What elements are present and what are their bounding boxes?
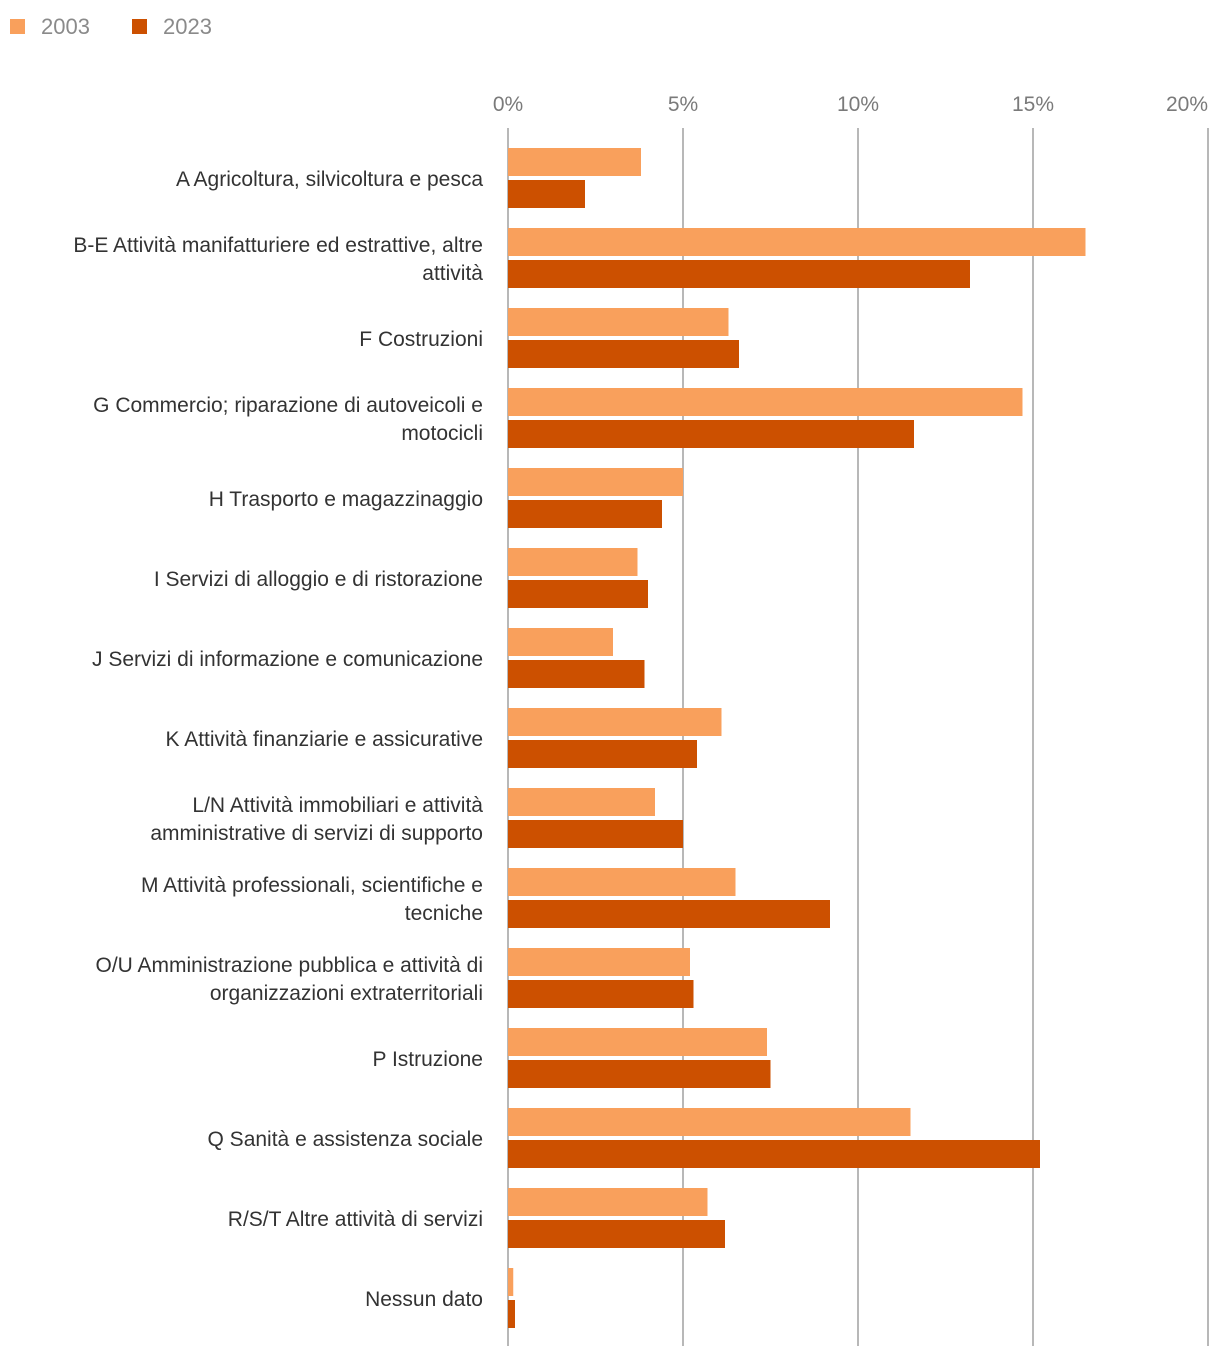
bar-2003-5	[508, 548, 638, 576]
category-labels: A Agricoltura, silvicoltura e pesca B-E A…	[73, 168, 483, 1311]
bar-2003-8	[508, 788, 655, 816]
category-label-3-line-0: G Commercio; riparazione di autoveicoli …	[93, 394, 483, 417]
category-label-10-line-0: O/U Amministrazione pubblica e attività …	[95, 954, 483, 977]
bar-2003-12	[508, 1108, 911, 1136]
category-label-10-line-1: organizzazioni extraterritoriali	[210, 982, 483, 1005]
category-label-0: A Agricoltura, silvicoltura e pesca	[176, 168, 483, 191]
tick-label-5: 5%	[668, 93, 698, 116]
category-label-5: I Servizi di alloggio e di ristorazione	[154, 568, 483, 591]
bar-2023-2	[508, 340, 739, 368]
category-label-1-line-1: attività	[422, 262, 483, 285]
bar-2003-6	[508, 628, 613, 656]
bar-2023-4	[508, 500, 662, 528]
tick-label-20: 20%	[1166, 93, 1208, 116]
category-label-6: J Servizi di informazione e comunicazion…	[92, 648, 483, 671]
bar-2023-9	[508, 900, 830, 928]
bar-2003-1	[508, 228, 1086, 256]
legend-label-2023: 2023	[163, 14, 212, 39]
legend-swatch-2003	[10, 19, 25, 34]
category-label-8-line-1: amministrative di servizi di supporto	[150, 822, 483, 845]
bar-2023-3	[508, 420, 914, 448]
tick-label-10: 10%	[837, 93, 879, 116]
bar-2003-10	[508, 948, 690, 976]
category-label-3-line-1: motocicli	[401, 422, 483, 445]
category-label-14: Nessun dato	[365, 1288, 483, 1311]
bar-2023-12	[508, 1140, 1040, 1168]
bar-2023-13	[508, 1220, 725, 1248]
category-label-11: P Istruzione	[372, 1048, 483, 1071]
bar-2003-4	[508, 468, 683, 496]
bars	[508, 148, 1086, 1328]
bar-2003-13	[508, 1188, 708, 1216]
bar-2023-10	[508, 980, 694, 1008]
bar-2003-14	[508, 1268, 514, 1296]
category-label-13: R/S/T Altre attività di servizi	[228, 1208, 483, 1231]
category-label-2: F Costruzioni	[359, 328, 483, 351]
bar-2023-14	[508, 1300, 515, 1328]
category-label-9-line-0: M Attività professionali, scientifiche e	[141, 874, 483, 897]
bar-2003-11	[508, 1028, 767, 1056]
bar-2023-8	[508, 820, 683, 848]
bar-2023-1	[508, 260, 970, 288]
bar-2023-5	[508, 580, 648, 608]
tick-label-15: 15%	[1012, 93, 1054, 116]
category-label-9-line-1: tecniche	[405, 902, 483, 925]
bar-2003-0	[508, 148, 641, 176]
tick-label-0: 0%	[493, 93, 523, 116]
bar-2003-9	[508, 868, 736, 896]
legend-swatch-2023	[132, 19, 147, 34]
x-axis-ticks: 0% 5% 10% 15% 20%	[493, 93, 1208, 116]
bar-2023-7	[508, 740, 697, 768]
bar-2023-6	[508, 660, 645, 688]
legend: 2003 2023	[10, 14, 212, 39]
bar-2023-11	[508, 1060, 771, 1088]
legend-label-2003: 2003	[41, 14, 90, 39]
bar-2003-2	[508, 308, 729, 336]
bar-2023-0	[508, 180, 585, 208]
bar-2003-7	[508, 708, 722, 736]
category-label-1-line-0: B-E Attività manifatturiere ed estrattiv…	[73, 234, 483, 257]
bar-2003-3	[508, 388, 1023, 416]
category-label-4: H Trasporto e magazzinaggio	[209, 488, 483, 511]
category-label-7: K Attività finanziarie e assicurative	[166, 728, 483, 751]
category-label-12: Q Sanità e assistenza sociale	[208, 1128, 483, 1151]
category-label-8-line-0: L/N Attività immobiliari e attività	[192, 794, 483, 817]
